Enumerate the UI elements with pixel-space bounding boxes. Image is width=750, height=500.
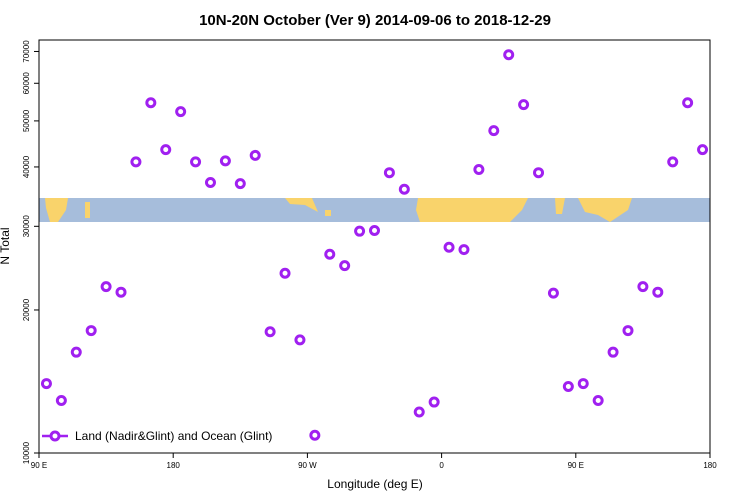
point <box>339 260 351 272</box>
point <box>130 156 142 168</box>
point <box>622 325 634 337</box>
legend: Land (Nadir&Glint) and Ocean (Glint) <box>42 429 272 443</box>
y-axis-title: N Total <box>0 227 12 264</box>
point <box>473 164 485 176</box>
point <box>428 396 440 408</box>
y-tick-label: 10000 <box>22 441 31 464</box>
y-tick-label: 60000 <box>22 72 31 95</box>
point <box>115 286 127 298</box>
point <box>383 167 395 179</box>
x-tick-label: 90 W <box>298 461 317 470</box>
point <box>264 326 276 338</box>
point <box>234 178 246 190</box>
x-axis-title: Longitude (deg E) <box>327 477 422 491</box>
plot-frame <box>38 39 711 454</box>
x-tick-label: 0 <box>439 461 444 470</box>
y-tick-label: 30000 <box>22 215 31 238</box>
point <box>637 281 649 293</box>
y-tick-label: 50000 <box>22 109 31 132</box>
point <box>324 248 336 260</box>
point <box>413 406 425 418</box>
point <box>85 325 97 337</box>
point <box>145 97 157 109</box>
point <box>100 281 112 293</box>
point <box>190 156 202 168</box>
point <box>249 149 261 161</box>
point <box>55 394 67 406</box>
x-tick-label: 180 <box>703 461 717 470</box>
x-tick-label: 90 E <box>568 461 584 470</box>
y-tick-label: 70000 <box>22 40 31 63</box>
legend-label: Land (Nadir&Glint) and Ocean (Glint) <box>75 429 272 443</box>
point <box>279 267 291 279</box>
point <box>592 394 604 406</box>
map-band <box>39 198 710 222</box>
point <box>488 125 500 137</box>
point <box>562 381 574 393</box>
x-tick-label: 90 E <box>31 461 47 470</box>
point <box>309 429 321 441</box>
point <box>204 176 216 188</box>
point <box>667 156 679 168</box>
point <box>175 106 187 118</box>
point <box>160 144 172 156</box>
x-tick-label: 180 <box>167 461 181 470</box>
point <box>369 224 380 236</box>
point <box>40 378 52 390</box>
point <box>518 99 530 111</box>
point <box>503 49 515 61</box>
point <box>354 225 366 237</box>
point <box>697 144 709 156</box>
y-tick-label: 20000 <box>22 298 31 321</box>
point <box>547 287 559 299</box>
y-tick-label: 40000 <box>22 155 31 178</box>
point <box>458 244 470 256</box>
point <box>70 346 82 358</box>
chart-title: 10N-20N October (Ver 9) 2014-09-06 to 20… <box>199 12 551 29</box>
point <box>652 286 664 298</box>
point <box>607 346 619 358</box>
point <box>443 241 455 253</box>
point <box>682 97 694 109</box>
point <box>533 167 545 179</box>
point <box>577 378 589 390</box>
point <box>219 155 231 167</box>
point <box>398 183 410 195</box>
point <box>294 334 306 346</box>
legend-marker <box>49 430 61 442</box>
